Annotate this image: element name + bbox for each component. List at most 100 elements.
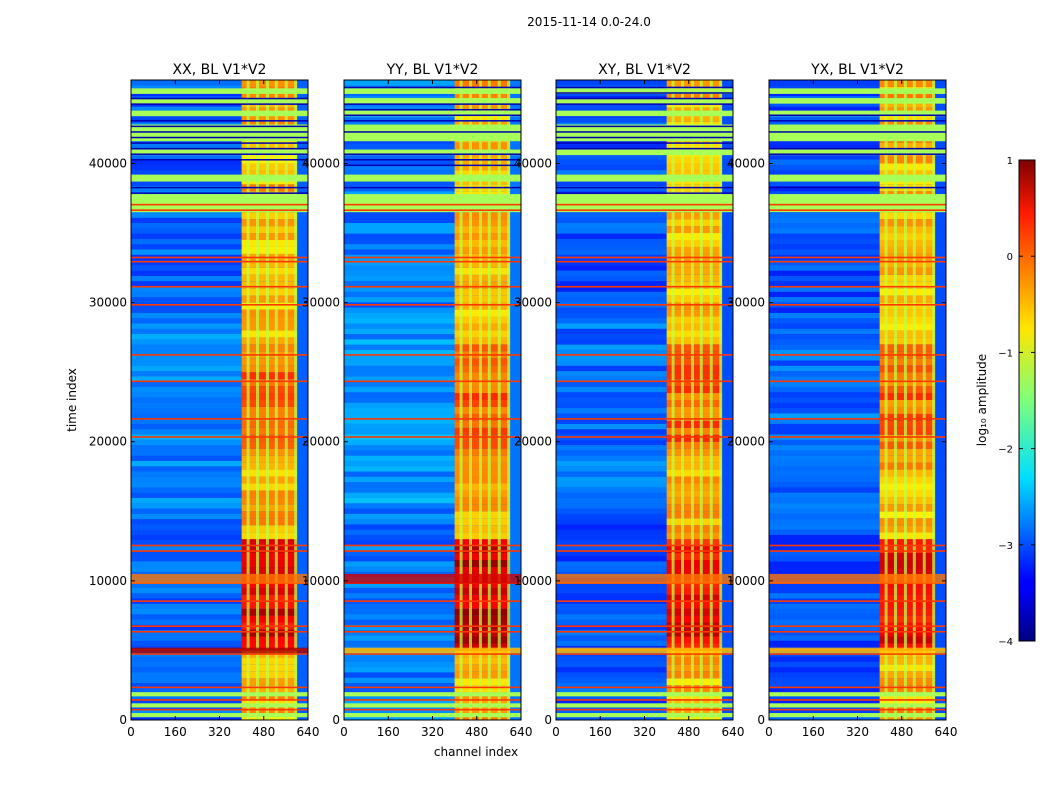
- gap-row: [769, 114, 946, 117]
- heatmap-row: [344, 164, 455, 171]
- heatmap-row: [131, 471, 242, 477]
- heatmap-row: [131, 656, 242, 662]
- heatmap-row: [131, 349, 242, 356]
- heatmap-row: [556, 376, 667, 382]
- heatmap-row: [344, 186, 455, 192]
- band-cell: [241, 420, 297, 428]
- strong-row: [556, 573, 733, 584]
- heatmap-row: [131, 418, 242, 424]
- heatmap-row: [556, 587, 667, 594]
- heatmap-row: [131, 450, 242, 456]
- heatmap-row: [556, 466, 667, 472]
- band-cell: [241, 344, 297, 352]
- heatmap-row: [131, 614, 242, 620]
- flagged-row: [344, 194, 521, 213]
- band-cell: [666, 400, 722, 407]
- heatmap-row: [556, 312, 667, 319]
- band-cell: [879, 671, 935, 679]
- heatmap-row: [344, 624, 455, 631]
- band-cell: [241, 594, 297, 602]
- heatmap-row: [769, 603, 880, 609]
- heatmap-row: [556, 614, 667, 620]
- gap-row: [556, 92, 733, 94]
- heatmap-row: [131, 682, 242, 689]
- x-tick-label: 160: [589, 725, 612, 739]
- heatmap-row: [556, 397, 667, 403]
- heatmap-row: [769, 244, 880, 250]
- heatmap-row: [344, 159, 455, 165]
- heatmap-row: [556, 513, 667, 520]
- heatmap-row: [556, 318, 667, 324]
- band-cell: [666, 448, 722, 456]
- band-cell: [454, 281, 510, 289]
- heatmap-row: [769, 439, 880, 446]
- heatmap-row: [769, 408, 880, 414]
- band-cell: [454, 233, 510, 240]
- gap-row: [344, 120, 521, 122]
- heatmap-row: [769, 587, 880, 594]
- flagged-row: [131, 88, 308, 94]
- band-cell: [454, 636, 510, 644]
- band-cell: [666, 532, 722, 540]
- flagged-row: [344, 174, 521, 182]
- heatmap-row: [769, 503, 880, 509]
- heatmap-row: [344, 519, 455, 525]
- heatmap-row: [344, 402, 455, 409]
- band-cell: [666, 156, 722, 164]
- heatmap-row: [556, 508, 667, 514]
- x-axis-label: channel index: [434, 745, 518, 759]
- heatmap-row: [556, 667, 667, 673]
- heatmap-row: [131, 519, 242, 525]
- gap-row: [131, 103, 308, 105]
- heatmap-row: [344, 524, 455, 530]
- hot-row: [344, 380, 521, 383]
- band-cell: [879, 337, 935, 345]
- heatmap-row: [769, 318, 880, 324]
- heatmap-row: [344, 497, 455, 504]
- heatmap-row: [769, 281, 880, 287]
- band-cell: [454, 413, 510, 421]
- band-stripe: [922, 80, 926, 720]
- hot-row: [769, 285, 946, 288]
- band-cell: [241, 657, 297, 665]
- band-cell: [666, 240, 722, 247]
- hot-row: [769, 203, 946, 206]
- heatmap-row: [556, 334, 667, 340]
- hot-row: [769, 436, 946, 438]
- band-cell: [879, 608, 935, 616]
- band-cell: [454, 170, 510, 178]
- band-cell: [454, 372, 510, 380]
- flagged-row: [769, 124, 946, 142]
- band-cell: [241, 358, 297, 366]
- band-cell: [666, 580, 722, 588]
- panel-yx: YX, BL V1*V2 0 160 320 480 640 0 10000 20000 3000…: [727, 62, 958, 739]
- band-cell: [454, 553, 510, 560]
- flagged-row: [344, 149, 521, 156]
- heatmap-row: [556, 80, 667, 86]
- hot-row: [769, 699, 946, 701]
- band-cell: [879, 142, 935, 150]
- band-cell: [241, 497, 297, 505]
- band-cell: [666, 434, 722, 442]
- band-cell: [666, 281, 722, 289]
- band-cell: [666, 476, 722, 484]
- heatmap-row: [556, 524, 667, 530]
- band-stripe: [265, 80, 269, 720]
- gap-row: [769, 186, 946, 189]
- x-tick-label: 160: [164, 725, 187, 739]
- band-cell: [241, 337, 297, 345]
- heatmap-row: [344, 85, 455, 91]
- band-cell: [454, 580, 510, 588]
- heatmap-row: [556, 408, 667, 414]
- heatmap-row: [344, 661, 455, 668]
- heatmap-row: [769, 608, 880, 615]
- heatmap-row: [131, 545, 242, 551]
- band-cell: [454, 462, 510, 470]
- colorbar: 1 0 −1 −2 −3 −4 log₁₀ amplitude: [975, 156, 1036, 648]
- heatmap-row: [556, 487, 667, 493]
- gap-row: [344, 108, 521, 111]
- hot-row: [344, 708, 521, 711]
- flagged-row: [769, 110, 946, 117]
- band-cell: [666, 170, 722, 178]
- heatmap-row: [131, 439, 242, 446]
